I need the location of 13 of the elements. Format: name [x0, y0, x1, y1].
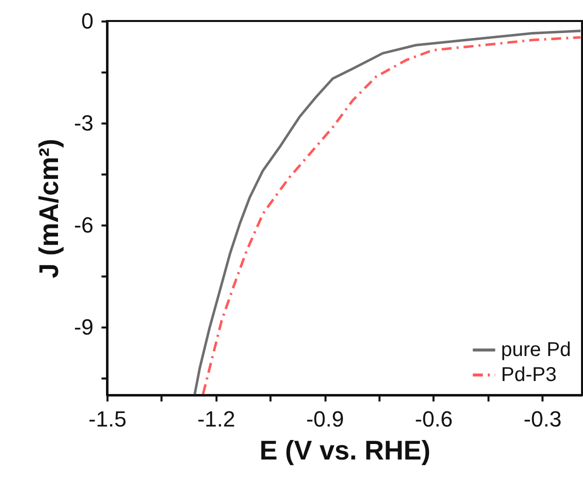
x-tick-label: -1.2 [197, 406, 236, 432]
y-tick-label: 0 [81, 8, 94, 34]
y-tick-label: -3 [74, 110, 94, 136]
y-tick-label: -6 [74, 212, 94, 238]
x-tick-label: -0.6 [414, 406, 453, 432]
y-axis-title: J (mA/cm²) [34, 138, 64, 278]
x-tick-label: -0.9 [306, 406, 344, 432]
x-axis-title: E (V vs. RHE) [259, 436, 431, 466]
x-tick-label: -0.3 [524, 406, 562, 432]
legend-label: pure Pd [501, 339, 572, 361]
x-tick-label: -1.5 [88, 406, 126, 432]
legend-label: Pd-P3 [501, 364, 557, 386]
y-tick-label: -9 [74, 314, 94, 340]
